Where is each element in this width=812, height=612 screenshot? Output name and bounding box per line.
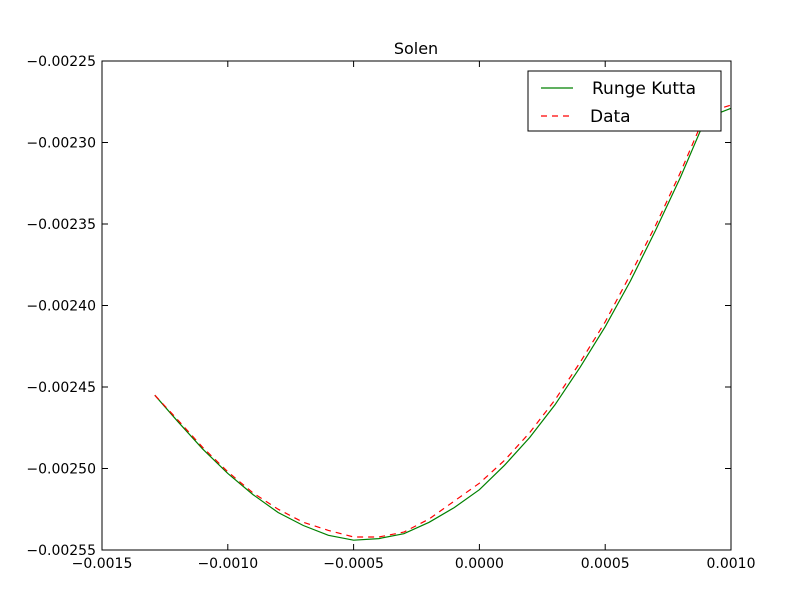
x-tick-label: −0.0005 (323, 556, 384, 572)
y-tick-label: −0.00225 (26, 54, 96, 70)
y-tick-label: −0.00255 (26, 543, 96, 559)
y-tick-label: −0.00230 (26, 136, 96, 152)
y-tick-label: −0.00240 (26, 299, 96, 315)
x-tick-label: 0.0010 (707, 556, 756, 572)
series-line-runge-kutta (154, 107, 732, 541)
y-axis: −0.00225 −0.00230 −0.00235 −0.00240 −0.00245… (26, 54, 731, 559)
x-tick-label: 0.0005 (581, 556, 630, 572)
x-tick-label: 0.0000 (455, 556, 504, 572)
x-tick-label: −0.0010 (197, 556, 258, 572)
x-tick-label: −0.0015 (72, 556, 133, 572)
plot-series (154, 104, 732, 541)
plot-frame (101, 60, 732, 551)
legend-label-data: Data (590, 107, 631, 127)
series-line-data (154, 104, 732, 538)
chart-title: Solen (394, 39, 438, 58)
y-tick-label: −0.00245 (26, 380, 96, 396)
legend-label-runge-kutta: Runge Kutta (592, 79, 696, 99)
y-tick-label: −0.00235 (26, 217, 96, 233)
x-axis: −0.0015 −0.0010 −0.0005 0.0000 0.0005 0.0010 (72, 61, 756, 572)
legend: Runge Kutta Data (527, 70, 722, 132)
y-tick-label: −0.00250 (26, 462, 96, 478)
legend-box (527, 70, 722, 132)
